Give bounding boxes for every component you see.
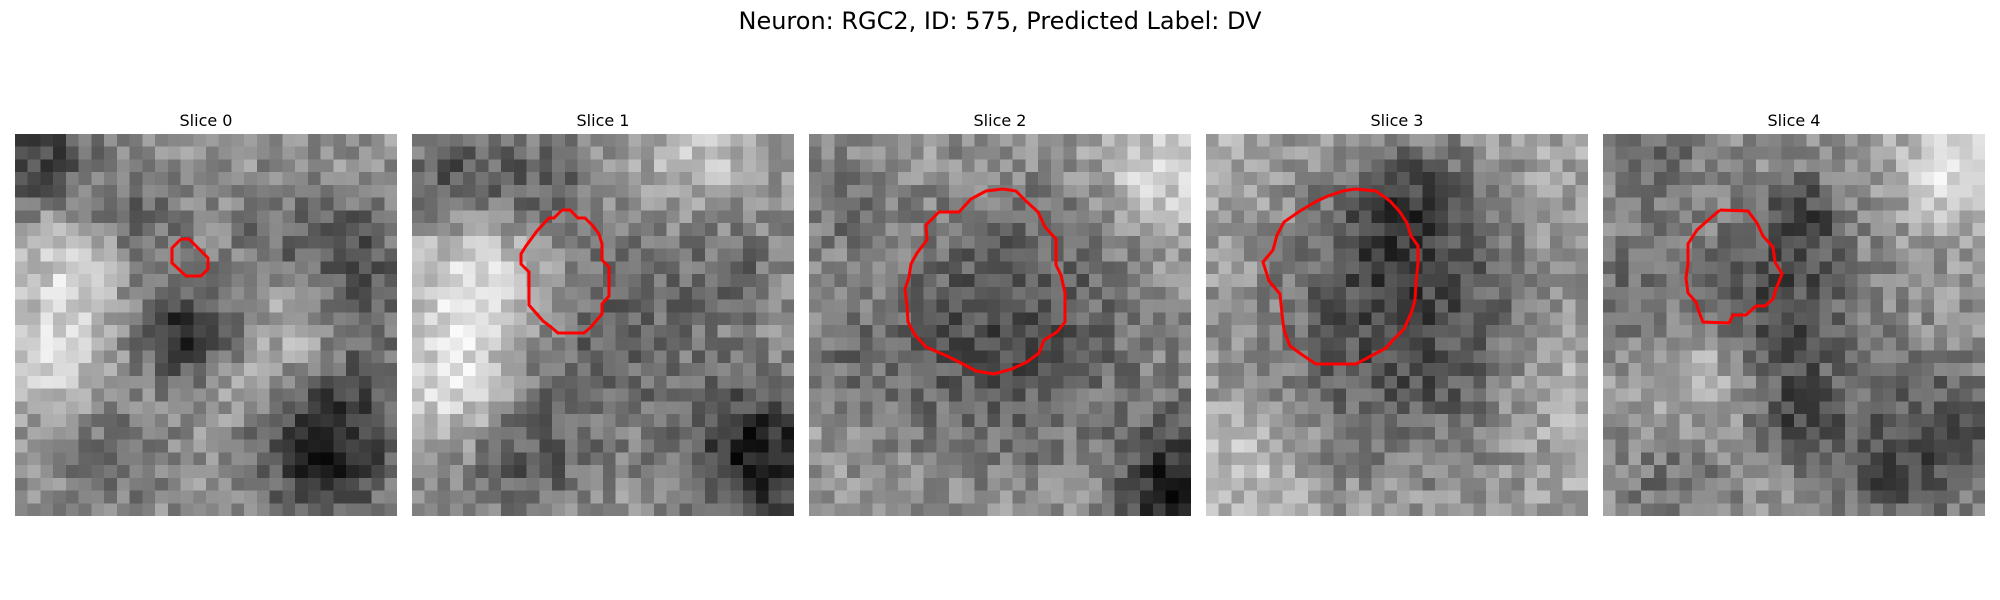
grayscale-slice <box>412 134 794 516</box>
roi-contour <box>170 237 210 278</box>
slice-image <box>412 134 794 516</box>
slice-panel-0: Slice 0 <box>15 110 397 516</box>
slice-title: Slice 0 <box>179 111 233 130</box>
figure-title: Neuron: RGC2, ID: 575, Predicted Label: … <box>738 7 1262 35</box>
grayscale-slice <box>15 134 397 516</box>
roi-contour <box>903 187 1067 376</box>
slice-title: Slice 2 <box>973 111 1027 130</box>
roi-contour <box>1261 187 1420 366</box>
slice-panel-1: Slice 1 <box>412 110 794 516</box>
slice-image <box>809 134 1191 516</box>
slice-title: Slice 4 <box>1767 111 1821 130</box>
roi-contour <box>519 208 611 335</box>
slice-title: Slice 3 <box>1370 111 1424 130</box>
grayscale-slice <box>1206 134 1588 516</box>
grayscale-slice <box>809 134 1191 516</box>
grayscale-slice <box>1603 134 1985 516</box>
slice-panel-4: Slice 4 <box>1603 110 1985 516</box>
slice-title: Slice 1 <box>576 111 630 130</box>
slice-image <box>1206 134 1588 516</box>
slice-panel-2: Slice 2 <box>809 110 1191 516</box>
slice-image <box>1603 134 1985 516</box>
roi-contour <box>1684 208 1784 325</box>
slice-panel-3: Slice 3 <box>1206 110 1588 516</box>
slice-image <box>15 134 397 516</box>
